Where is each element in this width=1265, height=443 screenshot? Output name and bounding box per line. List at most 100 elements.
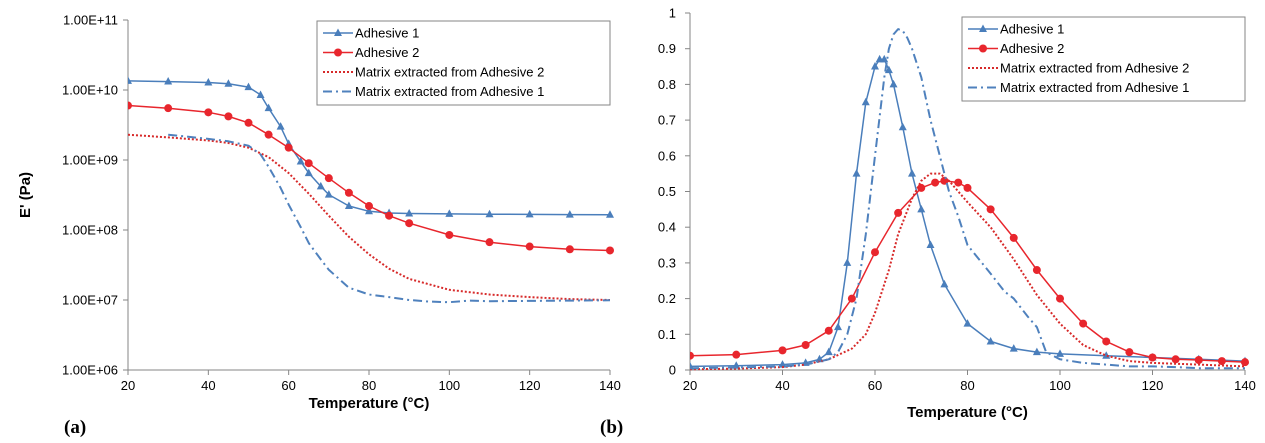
y-tick-label: 1.00E+10: [62, 83, 118, 98]
data-point: [1009, 344, 1018, 352]
x-tick-label: 40: [775, 378, 789, 393]
x-tick-label: 120: [519, 378, 541, 393]
y-tick-label: 0.7: [658, 113, 676, 128]
data-point: [963, 183, 972, 192]
x-tick-label: 140: [1234, 378, 1256, 393]
legend-marker: [979, 44, 987, 53]
series-line: [128, 133, 611, 301]
data-point: [843, 258, 852, 266]
legend-item: Adhesive 2: [968, 41, 1064, 56]
data-point: [224, 79, 233, 87]
data-point: [1148, 353, 1157, 362]
data-point: [344, 188, 353, 197]
data-point: [1056, 294, 1064, 303]
legend-marker: [979, 24, 987, 32]
y-tick-label: 1.00E+07: [62, 293, 118, 308]
data-point: [732, 350, 741, 359]
x-tick-label: 60: [281, 378, 295, 393]
series-matrix-extracted-from-adhesive-2: [690, 172, 1246, 371]
data-point: [204, 108, 213, 117]
data-point: [365, 202, 373, 211]
data-point: [847, 294, 856, 303]
legend-item: Adhesive 1: [968, 22, 1064, 37]
data-point: [1241, 358, 1249, 367]
legend-item: Adhesive 1: [323, 26, 419, 41]
x-axis-title: Temperature (°C): [907, 404, 1028, 421]
y-tick-label: 1.00E+06: [62, 363, 118, 378]
x-tick-label: 80: [362, 378, 376, 393]
data-point: [316, 181, 325, 190]
y-tick-label: 1.00E+11: [63, 13, 118, 28]
legend-item: Matrix extracted from Adhesive 2: [323, 65, 544, 80]
series-line: [690, 28, 1245, 370]
data-point: [264, 130, 273, 139]
data-point: [324, 174, 333, 183]
data-point: [954, 178, 963, 187]
panel-label: (a): [64, 417, 86, 438]
data-point: [164, 77, 173, 85]
data-point: [1171, 355, 1180, 364]
legend-item: Adhesive 2: [323, 45, 419, 60]
panel-label: (b): [600, 417, 623, 438]
legend-marker: [334, 28, 342, 36]
y-tick-label: 0.2: [658, 291, 676, 306]
data-point: [963, 319, 972, 327]
data-point: [690, 351, 694, 360]
data-point: [908, 169, 916, 177]
data-point: [871, 248, 879, 257]
data-point: [884, 65, 893, 74]
y-tick-label: 1.00E+08: [62, 223, 118, 238]
series-adhesive-2: [128, 101, 614, 255]
legend-item: Matrix extracted from Adhesive 1: [323, 84, 544, 99]
legend-label: Adhesive 2: [1000, 41, 1064, 56]
data-point: [880, 54, 889, 63]
legend-label: Adhesive 1: [355, 26, 419, 41]
data-point: [244, 82, 253, 91]
data-point: [1009, 233, 1018, 242]
legend: Adhesive 1 Adhesive 2 Matrix extracted fro…: [961, 16, 1246, 102]
x-tick-label: 100: [1049, 378, 1071, 393]
y-tick-label: 1.00E+09: [62, 153, 118, 168]
data-point: [986, 336, 995, 345]
data-point: [365, 206, 373, 215]
data-point: [224, 112, 233, 121]
legend-label: Adhesive 1: [1000, 22, 1064, 37]
data-point: [801, 341, 810, 350]
data-point: [128, 76, 132, 84]
legend-box: [961, 16, 1246, 102]
data-point: [898, 122, 907, 131]
data-point: [445, 230, 454, 239]
data-point: [525, 242, 534, 251]
data-point: [1194, 356, 1203, 365]
x-tick-label: 20: [683, 378, 697, 393]
legend-label: Adhesive 2: [355, 45, 419, 60]
series-line: [690, 180, 1246, 363]
y-tick-label: 0.9: [658, 41, 676, 56]
data-point: [164, 104, 173, 113]
data-point: [405, 209, 414, 217]
x-tick-label: 100: [438, 378, 460, 393]
x-tick-label: 140: [599, 378, 621, 393]
data-point: [1032, 266, 1041, 275]
y-tick-label: 0.1: [658, 327, 676, 342]
data-point: [344, 201, 353, 210]
series-line: [690, 172, 1246, 371]
data-point: [304, 168, 313, 177]
data-point: [204, 77, 213, 86]
y-tick-label: 0.6: [658, 148, 676, 163]
data-point: [824, 347, 833, 356]
data-point: [834, 322, 842, 331]
y-tick-label: 1: [669, 6, 676, 21]
data-point: [128, 101, 132, 110]
data-point: [276, 122, 285, 130]
data-point: [1125, 348, 1134, 357]
data-point: [405, 219, 414, 228]
data-point: [917, 183, 926, 192]
data-point: [606, 210, 614, 218]
x-tick-label: 40: [201, 378, 215, 393]
data-point: [525, 209, 534, 218]
data-point: [871, 62, 879, 70]
data-point: [485, 238, 494, 247]
